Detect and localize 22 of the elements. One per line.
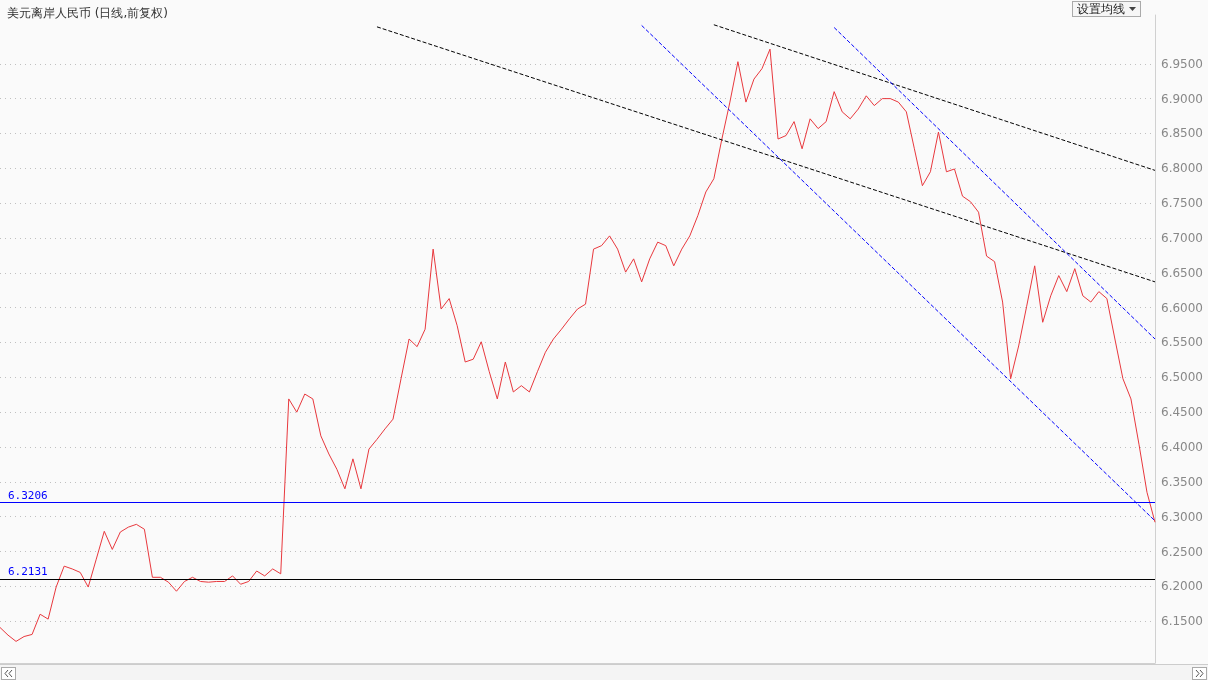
y-tick-label: 6.7000 — [1161, 230, 1203, 245]
y-tick-label: 6.1500 — [1161, 614, 1203, 629]
y-tick-label: 6.8000 — [1161, 161, 1203, 176]
y-tick-label: 6.9500 — [1161, 56, 1203, 71]
y-tick-label: 6.6000 — [1161, 300, 1203, 315]
y-tick-label: 6.5500 — [1161, 335, 1203, 350]
ref-line-label: 6.3206 — [8, 488, 48, 502]
ref-line-label: 6.2131 — [8, 565, 48, 579]
y-tick-label: 6.5000 — [1161, 370, 1203, 385]
y-tick-label: 6.2500 — [1161, 544, 1203, 559]
y-tick-label: 6.9000 — [1161, 91, 1203, 106]
chart-title: 美元离岸人民币 (日线,前复权) — [7, 6, 168, 20]
y-tick-label: 6.8500 — [1161, 126, 1203, 141]
line-series — [0, 48, 1156, 642]
y-tick-label: 6.6500 — [1161, 265, 1203, 280]
y-tick-label: 6.7500 — [1161, 196, 1203, 211]
y-tick-label: 6.4500 — [1161, 405, 1203, 420]
y-tick-label: 6.2000 — [1161, 579, 1203, 594]
y-tick-label: 6.3000 — [1161, 509, 1203, 524]
annotation: 设置均线 — [1077, 2, 1125, 16]
y-tick-label: 6.3500 — [1161, 474, 1203, 489]
y-tick-label: 6.4000 — [1161, 440, 1203, 454]
